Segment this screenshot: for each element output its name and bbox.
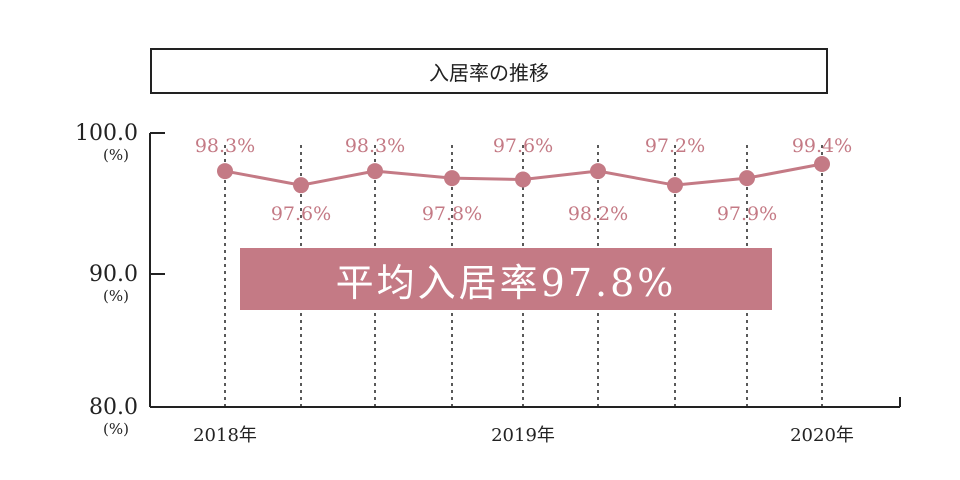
data-label: 98.2% (568, 203, 628, 225)
data-label: 98.3% (345, 135, 405, 157)
x-tick-label: 2019年 (491, 425, 555, 446)
data-point (515, 171, 531, 188)
data-point (739, 170, 755, 187)
y-tick-unit: (%) (103, 420, 129, 438)
chart-title: 入居率の推移 (150, 48, 828, 94)
data-point (367, 163, 383, 180)
average-occupancy-banner: 平均入居率97.8% (240, 248, 772, 310)
y-tick-label: 100.0 (75, 121, 138, 146)
data-point (814, 156, 830, 173)
x-tick-label: 2020年 (790, 425, 854, 446)
y-tick-unit: (%) (103, 287, 129, 305)
data-label: 97.9% (717, 203, 777, 225)
data-point (293, 177, 309, 194)
series-line-group (217, 156, 830, 194)
y-tick-unit: (%) (103, 146, 129, 164)
data-label: 99.4% (792, 135, 852, 157)
x-tick-label: 2018年 (193, 425, 257, 446)
data-point (217, 163, 233, 180)
y-tick-label: 80.0 (89, 395, 138, 420)
data-label: 97.8% (422, 203, 482, 225)
banner-text: 平均入居率97.8% (335, 260, 677, 305)
data-label: 98.3% (195, 135, 255, 157)
data-labels: 98.3% 97.6% 98.3% 97.8% 97.6% 98.2% 97.2% 97.9%… (195, 135, 852, 225)
data-point (444, 170, 460, 187)
y-tick-label: 90.0 (89, 262, 138, 287)
data-point (667, 177, 683, 194)
data-label: 97.2% (645, 135, 705, 157)
axes: 100.0(%)90.0(%)80.0(%) 2018年 2019年 2020年 (75, 121, 901, 446)
data-point (590, 163, 606, 180)
data-label: 97.6% (271, 203, 331, 225)
data-label: 97.6% (493, 135, 553, 157)
